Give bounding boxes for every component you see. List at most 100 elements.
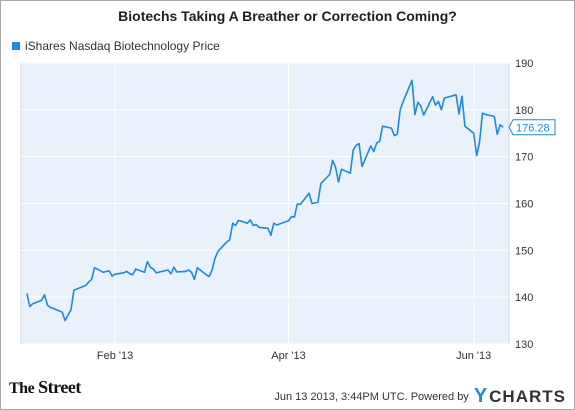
data-point[interactable] — [389, 126, 393, 130]
data-point[interactable] — [175, 270, 179, 274]
data-point[interactable] — [422, 113, 426, 117]
data-point[interactable] — [436, 99, 440, 103]
data-point[interactable] — [439, 108, 443, 112]
data-point[interactable] — [63, 319, 67, 323]
data-point[interactable] — [492, 114, 496, 118]
data-point[interactable] — [51, 306, 55, 310]
data-point[interactable] — [431, 95, 435, 99]
data-point[interactable] — [484, 113, 488, 117]
data-point[interactable] — [463, 124, 467, 128]
data-point[interactable] — [245, 221, 249, 225]
data-point[interactable] — [210, 268, 214, 272]
data-point[interactable] — [460, 94, 464, 98]
data-point[interactable] — [378, 139, 382, 143]
data-point[interactable] — [228, 238, 232, 242]
data-point[interactable] — [292, 215, 296, 219]
data-point[interactable] — [216, 249, 220, 253]
data-point[interactable] — [72, 288, 76, 292]
data-point[interactable] — [93, 266, 97, 270]
data-point[interactable] — [401, 99, 405, 103]
data-point[interactable] — [90, 277, 94, 281]
data-point[interactable] — [372, 150, 376, 154]
data-point[interactable] — [151, 267, 155, 271]
chart-title: Biotechs Taking A Breather or Correction… — [118, 8, 457, 24]
data-point[interactable] — [337, 180, 341, 184]
data-point[interactable] — [131, 273, 135, 277]
data-point[interactable] — [478, 140, 482, 144]
data-point[interactable] — [66, 313, 70, 317]
data-point[interactable] — [40, 298, 44, 302]
data-point[interactable] — [457, 112, 461, 116]
data-point[interactable] — [43, 293, 47, 297]
data-point[interactable] — [410, 78, 414, 82]
data-point[interactable] — [69, 308, 73, 312]
data-point[interactable] — [60, 310, 64, 314]
data-point[interactable] — [169, 272, 173, 276]
logo-street: Street — [38, 377, 81, 397]
data-point[interactable] — [166, 268, 170, 272]
data-point[interactable] — [195, 266, 199, 270]
data-point[interactable] — [213, 256, 217, 260]
data-point[interactable] — [192, 277, 196, 281]
data-point[interactable] — [87, 280, 91, 284]
series-line — [26, 79, 504, 322]
legend[interactable]: iShares Nasdaq Biotechnology Price — [12, 39, 220, 53]
data-point[interactable] — [360, 165, 364, 169]
data-point[interactable] — [334, 165, 338, 169]
data-point[interactable] — [28, 305, 32, 309]
data-point[interactable] — [25, 291, 29, 295]
data-point[interactable] — [254, 223, 258, 227]
data-point[interactable] — [472, 131, 476, 135]
data-point[interactable] — [454, 93, 458, 97]
data-point[interactable] — [475, 154, 479, 158]
data-point[interactable] — [369, 144, 373, 148]
data-point[interactable] — [298, 202, 302, 206]
data-point[interactable] — [348, 171, 352, 175]
y-tick-label: 170 — [515, 152, 533, 164]
data-point[interactable] — [442, 96, 446, 100]
data-point[interactable] — [287, 219, 291, 223]
data-point[interactable] — [154, 271, 158, 275]
data-point[interactable] — [31, 302, 35, 306]
data-point[interactable] — [234, 224, 238, 228]
data-point[interactable] — [143, 270, 147, 274]
data-point[interactable] — [307, 191, 311, 195]
data-point[interactable] — [269, 233, 273, 237]
ycharts-logo[interactable]: Y CHARTS — [474, 385, 566, 408]
powered-by: Powered by — [410, 390, 469, 403]
data-point[interactable] — [257, 225, 261, 229]
data-point[interactable] — [416, 100, 420, 104]
data-point[interactable] — [113, 272, 117, 276]
data-point[interactable] — [495, 132, 499, 136]
data-point[interactable] — [190, 270, 194, 274]
data-point[interactable] — [145, 260, 149, 264]
y-tick-label: 190 — [515, 58, 533, 70]
data-point[interactable] — [328, 173, 332, 177]
data-point[interactable] — [434, 103, 438, 107]
data-point[interactable] — [134, 267, 138, 271]
data-point[interactable] — [501, 125, 505, 129]
data-point[interactable] — [84, 284, 88, 288]
data-point[interactable] — [107, 269, 111, 273]
data-point[interactable] — [351, 148, 355, 152]
y-tick-label: 180 — [515, 105, 533, 117]
data-point[interactable] — [248, 218, 252, 222]
grid-lines — [21, 62, 509, 345]
data-point[interactable] — [275, 223, 279, 227]
data-point[interactable] — [207, 275, 211, 279]
data-point[interactable] — [172, 265, 176, 269]
data-point[interactable] — [266, 226, 270, 230]
data-point[interactable] — [316, 200, 320, 204]
data-point[interactable] — [357, 142, 361, 146]
data-point[interactable] — [381, 124, 385, 128]
data-point[interactable] — [237, 218, 241, 222]
data-point[interactable] — [395, 132, 399, 136]
data-point[interactable] — [331, 158, 335, 162]
data-point[interactable] — [339, 167, 343, 171]
ycharts-y: Y — [473, 385, 489, 407]
data-point[interactable] — [398, 108, 402, 112]
data-point[interactable] — [419, 104, 423, 108]
data-point[interactable] — [413, 113, 417, 117]
data-point[interactable] — [319, 181, 323, 185]
